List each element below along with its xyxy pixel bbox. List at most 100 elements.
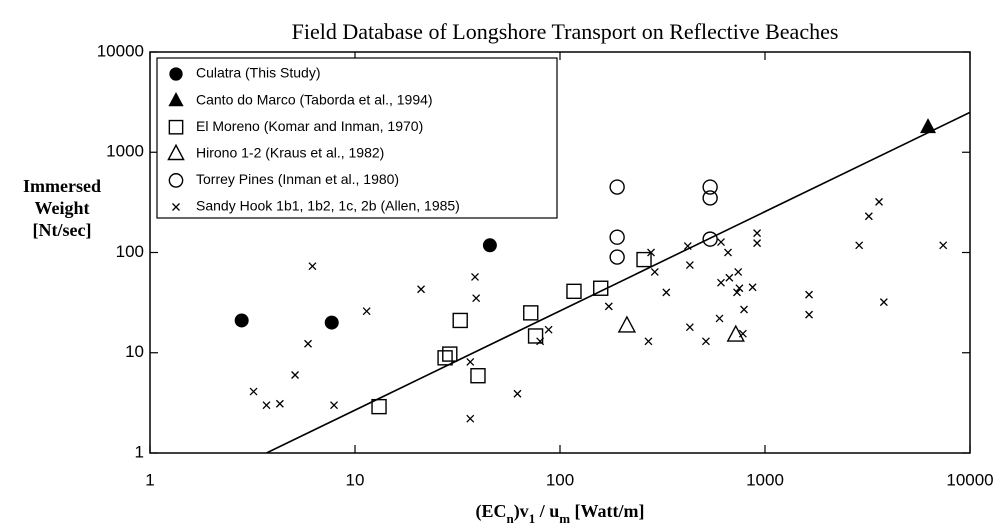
point [662,288,671,297]
x-axis-label-part: m [559,511,570,526]
point [275,399,284,408]
point [717,278,725,287]
point [753,239,762,248]
legend-marker [168,119,184,135]
y-axis-label: Weight [34,198,89,218]
point [466,357,475,366]
legend-label: Hirono 1-2 (Kraus et al., 1982) [196,145,384,161]
point [527,328,544,344]
point [523,305,539,321]
point [536,337,545,346]
point [738,329,747,338]
point [740,305,748,314]
point [452,312,468,329]
point [417,285,426,294]
point [472,294,481,303]
point [748,283,757,292]
point [544,325,553,334]
point [442,346,458,362]
point [650,267,659,276]
point [513,389,522,398]
y-tick-label: 1000 [106,142,144,161]
point [702,179,718,195]
y-axis-label: [Nt/sec] [33,220,92,240]
point [636,251,652,268]
legend-marker [168,92,184,107]
point [726,324,745,342]
point [304,339,312,348]
point [647,248,655,257]
point [734,267,743,276]
point [291,371,300,379]
legend-label: Sandy Hook 1b1, 1b2, 1c, 2b (Allen, 1985… [196,198,460,214]
x-tick-label: 10 [346,470,365,489]
legend-marker [168,173,184,188]
x-tick-label: 1000 [746,470,784,489]
point [702,231,718,247]
point [702,190,718,206]
point [617,315,637,333]
point [939,241,948,250]
x-axis-label-part: n [506,511,514,526]
point [701,337,710,346]
x-axis-label-part: 1 [529,511,536,526]
point [753,229,762,238]
point [371,398,387,415]
y-axis-label: Immersed [23,176,101,196]
point [855,241,864,250]
point [234,313,249,328]
point [593,280,609,296]
point [249,387,258,396]
point [470,368,486,384]
legend-marker [172,203,180,211]
y-tick-label: 10000 [97,41,144,60]
point [864,212,873,221]
legend: Culatra (This Study) Canto do Marco (Tabo… [156,57,558,219]
point [566,283,582,300]
legend-label: Culatra (This Study) [196,65,320,81]
point [482,238,497,253]
point [685,261,694,269]
legend-label: El Moreno (Komar and Inman, 1970) [196,118,423,134]
point [724,248,732,257]
point [725,273,734,282]
fit-line [266,111,970,453]
point [717,238,725,247]
point [644,337,653,346]
chart-title: Field Database of Longshore Transport on… [292,19,839,44]
point [805,310,814,319]
legend-label: Canto do Marco (Taborda et al., 1994) [196,91,433,107]
point [437,350,453,366]
point [330,401,338,410]
point [609,229,625,245]
point [308,262,317,271]
point [879,298,888,307]
x-tick-label: 100 [546,470,574,489]
legend-box [156,57,558,219]
point [805,290,814,299]
point [609,249,625,265]
legend-marker [169,67,183,81]
point [466,414,475,423]
x-axis-label-part: / u [535,501,559,521]
point [735,284,744,293]
legend-label: Torrey Pines (Inman et al., 1980) [196,171,399,187]
point [324,315,339,330]
point [875,197,884,206]
legend-marker [167,143,185,161]
point [715,314,724,323]
point [733,288,741,297]
y-tick-label: 100 [116,242,144,261]
point [362,307,371,316]
x-tick-label: 1 [145,470,154,489]
point [683,242,692,250]
point [920,118,937,134]
y-tick-label: 1 [135,442,144,461]
point [685,323,694,332]
x-axis-label-part: [Watt/m] [570,501,644,521]
y-tick-label: 10 [125,342,144,361]
point [471,273,479,281]
x-axis-label-part: )v [514,501,529,522]
x-axis-label-part: (EC [475,501,506,522]
